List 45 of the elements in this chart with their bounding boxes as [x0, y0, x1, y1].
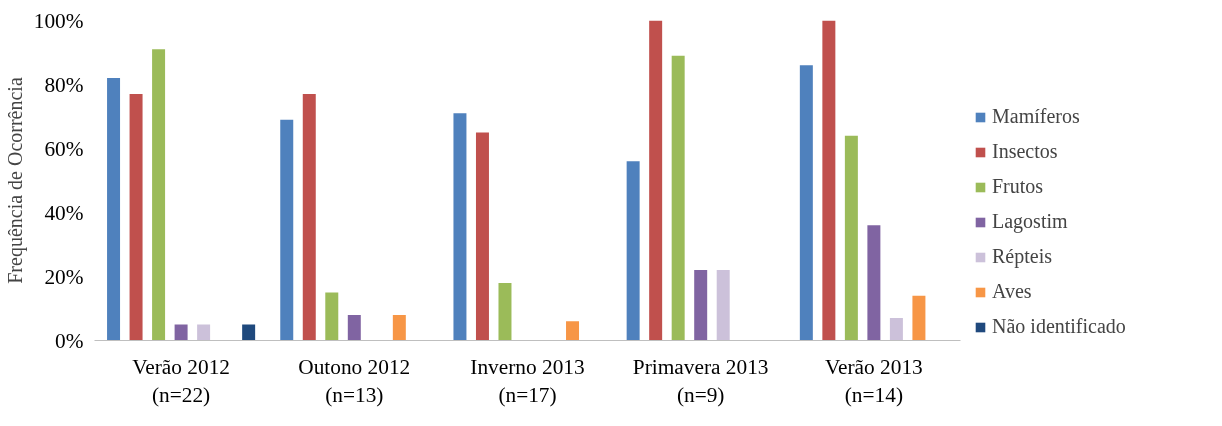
bar [822, 20, 836, 341]
bar [844, 135, 858, 341]
bar [889, 318, 903, 341]
bar [107, 78, 121, 341]
bar [649, 20, 663, 341]
bar [694, 270, 708, 341]
bar [566, 321, 580, 341]
legend-label: Aves [992, 280, 1032, 303]
bar [280, 119, 294, 341]
legend-label: Lagostim [992, 210, 1068, 233]
y-tick-label: 60% [44, 136, 84, 161]
bar [152, 49, 166, 341]
bar [498, 282, 512, 341]
bar [392, 314, 406, 341]
x-tick-label: Outono 2012 (n=13) [298, 354, 411, 408]
bar [671, 55, 685, 341]
x-tick-label: Inverno 2013 (n=17) [470, 354, 585, 408]
legend-label: Insectos [992, 140, 1058, 163]
bar [912, 295, 926, 341]
bar [197, 324, 211, 341]
y-tick-label: 40% [44, 200, 84, 225]
bar [347, 314, 361, 341]
y-tick-label: 80% [44, 72, 84, 97]
bar [242, 324, 256, 341]
bar [475, 132, 489, 341]
legend-label: Frutos [992, 175, 1044, 198]
bar [174, 324, 188, 341]
y-tick-label: 100% [33, 8, 84, 33]
x-tick-label: Verão 2012 (n=22) [132, 354, 230, 408]
legend-label: Não identificado [992, 315, 1126, 338]
y-tick-label: 0% [55, 328, 84, 353]
bar [626, 161, 640, 341]
bar [302, 94, 316, 341]
x-tick-label: Verão 2013 (n=14) [825, 354, 923, 408]
bar [453, 113, 467, 341]
bar [325, 292, 339, 341]
y-tick-label: 20% [44, 264, 84, 289]
legend-label: Mamíferos [992, 105, 1080, 128]
bar [716, 270, 730, 341]
x-tick-label: Primavera 2013 (n=9) [632, 354, 769, 408]
bar [867, 225, 881, 341]
bar [129, 94, 143, 341]
y-axis-title: Frequência de Ocorrência [3, 77, 27, 284]
bar [799, 65, 813, 341]
legend-label: Répteis [992, 245, 1052, 268]
